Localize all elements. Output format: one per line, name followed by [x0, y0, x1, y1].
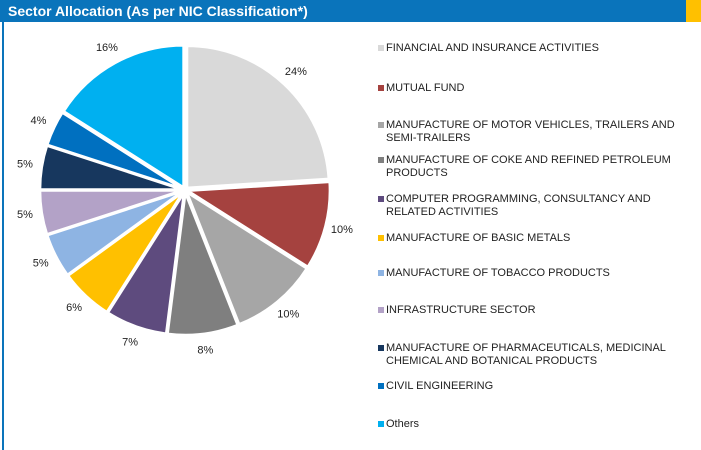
pie-slice — [45, 110, 183, 190]
legend-item: MANUFACTURE OF TOBACCO PRODUCTS — [378, 267, 698, 280]
panel-title: Sector Allocation (As per NIC Classifica… — [0, 0, 686, 22]
legend-label: MUTUAL FUND — [386, 82, 465, 94]
data-label: 16% — [96, 42, 118, 54]
legend-label: INFRASTRUCTURE SECTOR — [386, 304, 536, 316]
legend-swatch — [378, 196, 384, 202]
legend-label: COMPUTER PROGRAMMING, CONSULTANCY AND RE… — [386, 193, 651, 218]
legend-item: MANUFACTURE OF MOTOR VEHICLES, TRAILERS … — [378, 119, 698, 145]
legend-item: INFRASTRUCTURE SECTOR — [378, 304, 698, 317]
data-label: 6% — [66, 302, 82, 314]
legend-item: FINANCIAL AND INSURANCE ACTIVITIES — [378, 42, 698, 55]
legend-item: CIVIL ENGINEERING — [378, 380, 698, 393]
legend-label: CIVIL ENGINEERING — [386, 380, 494, 392]
pie-slice — [184, 189, 309, 326]
legend-item: MUTUAL FUND — [378, 82, 698, 95]
data-label: 5% — [17, 209, 33, 221]
legend-label: Others — [386, 418, 420, 430]
data-label: 24% — [285, 66, 307, 78]
legend-swatch — [378, 45, 384, 51]
pie-slice — [106, 192, 186, 336]
legend-swatch — [378, 421, 384, 427]
legend-swatch — [378, 345, 384, 351]
data-label: 4% — [30, 115, 46, 127]
legend-item: Others — [378, 418, 698, 431]
legend-swatch — [378, 157, 384, 163]
legend-swatch — [378, 235, 384, 241]
legend-label: MANUFACTURE OF MOTOR VEHICLES, TRAILERS … — [386, 119, 675, 144]
legend-swatch — [378, 383, 384, 389]
pie-slice — [183, 180, 332, 269]
legend-swatch — [378, 270, 384, 276]
legend-item: MANUFACTURE OF BASIC METALS — [378, 232, 698, 245]
legend-item: MANUFACTURE OF PHARMACEUTICALS, MEDICINA… — [378, 342, 698, 368]
legend-swatch — [378, 85, 384, 91]
pie-slice — [185, 44, 331, 190]
legend-swatch — [378, 122, 384, 128]
side-border — [2, 22, 4, 450]
data-label: 10% — [331, 224, 353, 236]
legend-swatch — [378, 307, 384, 313]
legend-label: MANUFACTURE OF COKE AND REFINED PETROLEU… — [386, 154, 671, 179]
data-label: 10% — [277, 309, 299, 321]
data-label: 7% — [122, 336, 138, 348]
legend-label: MANUFACTURE OF PHARMACEUTICALS, MEDICINA… — [386, 342, 666, 367]
legend-label: FINANCIAL AND INSURANCE ACTIVITIES — [386, 42, 599, 54]
data-label: 5% — [17, 159, 33, 171]
legend-label: MANUFACTURE OF TOBACCO PRODUCTS — [386, 267, 610, 279]
data-label: 8% — [197, 345, 213, 357]
pie-slice — [166, 192, 240, 337]
legend-item: MANUFACTURE OF COKE AND REFINED PETROLEU… — [378, 154, 698, 180]
legend-item: COMPUTER PROGRAMMING, CONSULTANCY AND RE… — [378, 193, 698, 219]
pie-slice — [61, 44, 185, 190]
legend-label: MANUFACTURE OF BASIC METALS — [386, 232, 571, 244]
data-label: 5% — [33, 257, 49, 269]
corner-accent — [686, 0, 701, 22]
